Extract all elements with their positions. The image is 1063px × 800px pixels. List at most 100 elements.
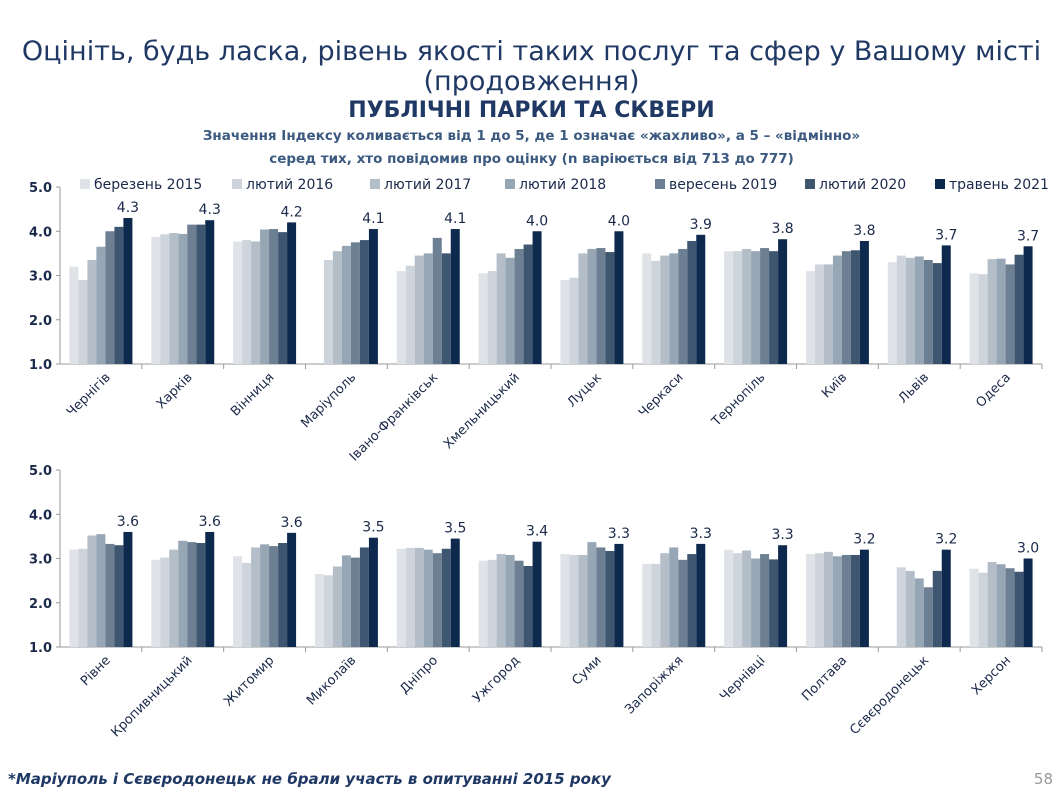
bar: [778, 239, 788, 364]
bar: [587, 248, 597, 364]
category-label: Полтава: [799, 653, 850, 704]
data-label: 3.2: [935, 532, 957, 548]
bar: [660, 255, 670, 364]
bar: [78, 279, 88, 364]
category-label: Івано-Франківськ: [347, 370, 441, 464]
category-label: Маріуполь: [298, 370, 359, 431]
bar: [987, 562, 997, 647]
bar: [969, 568, 979, 647]
bar: [396, 271, 406, 364]
bar: [532, 231, 542, 364]
bar: [841, 251, 851, 364]
legend-label: лютий 2020: [819, 177, 906, 193]
bar: [423, 253, 433, 364]
bar: [805, 554, 815, 647]
y-tick-label: 2.0: [29, 314, 52, 329]
legend-swatch: [655, 179, 665, 189]
bar: [523, 244, 533, 364]
data-label: 4.2: [280, 204, 302, 220]
bar: [405, 265, 415, 364]
legend-swatch: [80, 179, 90, 189]
data-label: 3.3: [608, 526, 630, 542]
footnote: *Маріуполь і Сєвєродонецьк не брали учас…: [8, 770, 611, 788]
page-title: Оцініть, будь ласка, рівень якості таких…: [21, 36, 1042, 67]
bar: [850, 250, 860, 364]
bar: [368, 229, 378, 364]
bar: [596, 547, 606, 647]
data-label: 3.3: [690, 526, 712, 542]
bar: [278, 543, 288, 647]
legend-label: лютий 2018: [519, 177, 606, 193]
bar: [742, 550, 752, 647]
bar: [614, 543, 624, 647]
bar: [596, 248, 606, 364]
bar: [560, 554, 570, 647]
bar: [233, 241, 243, 364]
bar: [287, 222, 297, 364]
bar: [123, 217, 133, 364]
bar: [887, 262, 897, 364]
bar: [205, 531, 215, 647]
bar: [505, 554, 515, 647]
bar: [1005, 264, 1015, 364]
category-label: Львів: [896, 370, 932, 406]
category-label: Рівне: [78, 653, 114, 689]
bar: [260, 229, 270, 364]
data-label: 3.0: [1017, 541, 1039, 557]
bar: [760, 554, 770, 647]
bar: [233, 556, 243, 647]
bar: [359, 240, 369, 364]
bar: [923, 260, 933, 364]
bar: [978, 572, 988, 647]
legend-swatch: [805, 179, 815, 189]
bar: [733, 251, 743, 364]
bar: [450, 538, 460, 647]
bar: [514, 560, 524, 647]
category-label: Херсон: [969, 653, 1014, 698]
bar: [932, 263, 942, 364]
category-label: Чернігів: [64, 370, 114, 420]
bar: [196, 543, 206, 647]
y-tick-label: 3.0: [29, 270, 52, 285]
bar: [323, 260, 333, 364]
bar: [932, 570, 942, 647]
bar: [978, 274, 988, 364]
bar: [251, 547, 261, 647]
data-label: 3.6: [199, 514, 221, 530]
bar: [941, 245, 951, 364]
bar: [523, 566, 533, 647]
section-title: ПУБЛІЧНІ ПАРКИ ТА СКВЕРИ: [348, 98, 715, 123]
bar: [1023, 558, 1033, 647]
bar: [669, 253, 679, 364]
bar: [487, 271, 497, 364]
legend-swatch: [935, 179, 945, 189]
bar: [905, 257, 915, 364]
data-label: 3.9: [690, 217, 712, 233]
bar: [651, 260, 661, 364]
bar: [242, 240, 252, 364]
bar: [614, 231, 624, 364]
bar: [114, 226, 124, 364]
page-title-continued: (продовження): [423, 66, 640, 97]
bar: [96, 534, 106, 647]
bar: [350, 557, 360, 647]
bar: [178, 540, 188, 647]
bar: [432, 237, 442, 364]
bar: [605, 550, 615, 647]
y-tick-label: 2.0: [29, 597, 52, 612]
subtitle-sample: серед тих, хто повідомив про оцінку (n в…: [269, 151, 794, 167]
y-tick-label: 1.0: [29, 641, 52, 656]
bar: [450, 229, 460, 364]
bar: [69, 266, 79, 364]
bar: [969, 273, 979, 364]
bar: [96, 246, 106, 364]
bar: [578, 253, 588, 364]
bar: [87, 260, 97, 364]
category-label: Харків: [154, 370, 196, 412]
bar: [1023, 246, 1033, 364]
bar: [160, 557, 170, 647]
category-label: Вінниця: [228, 370, 277, 419]
bar: [560, 279, 570, 364]
bar: [432, 553, 442, 647]
